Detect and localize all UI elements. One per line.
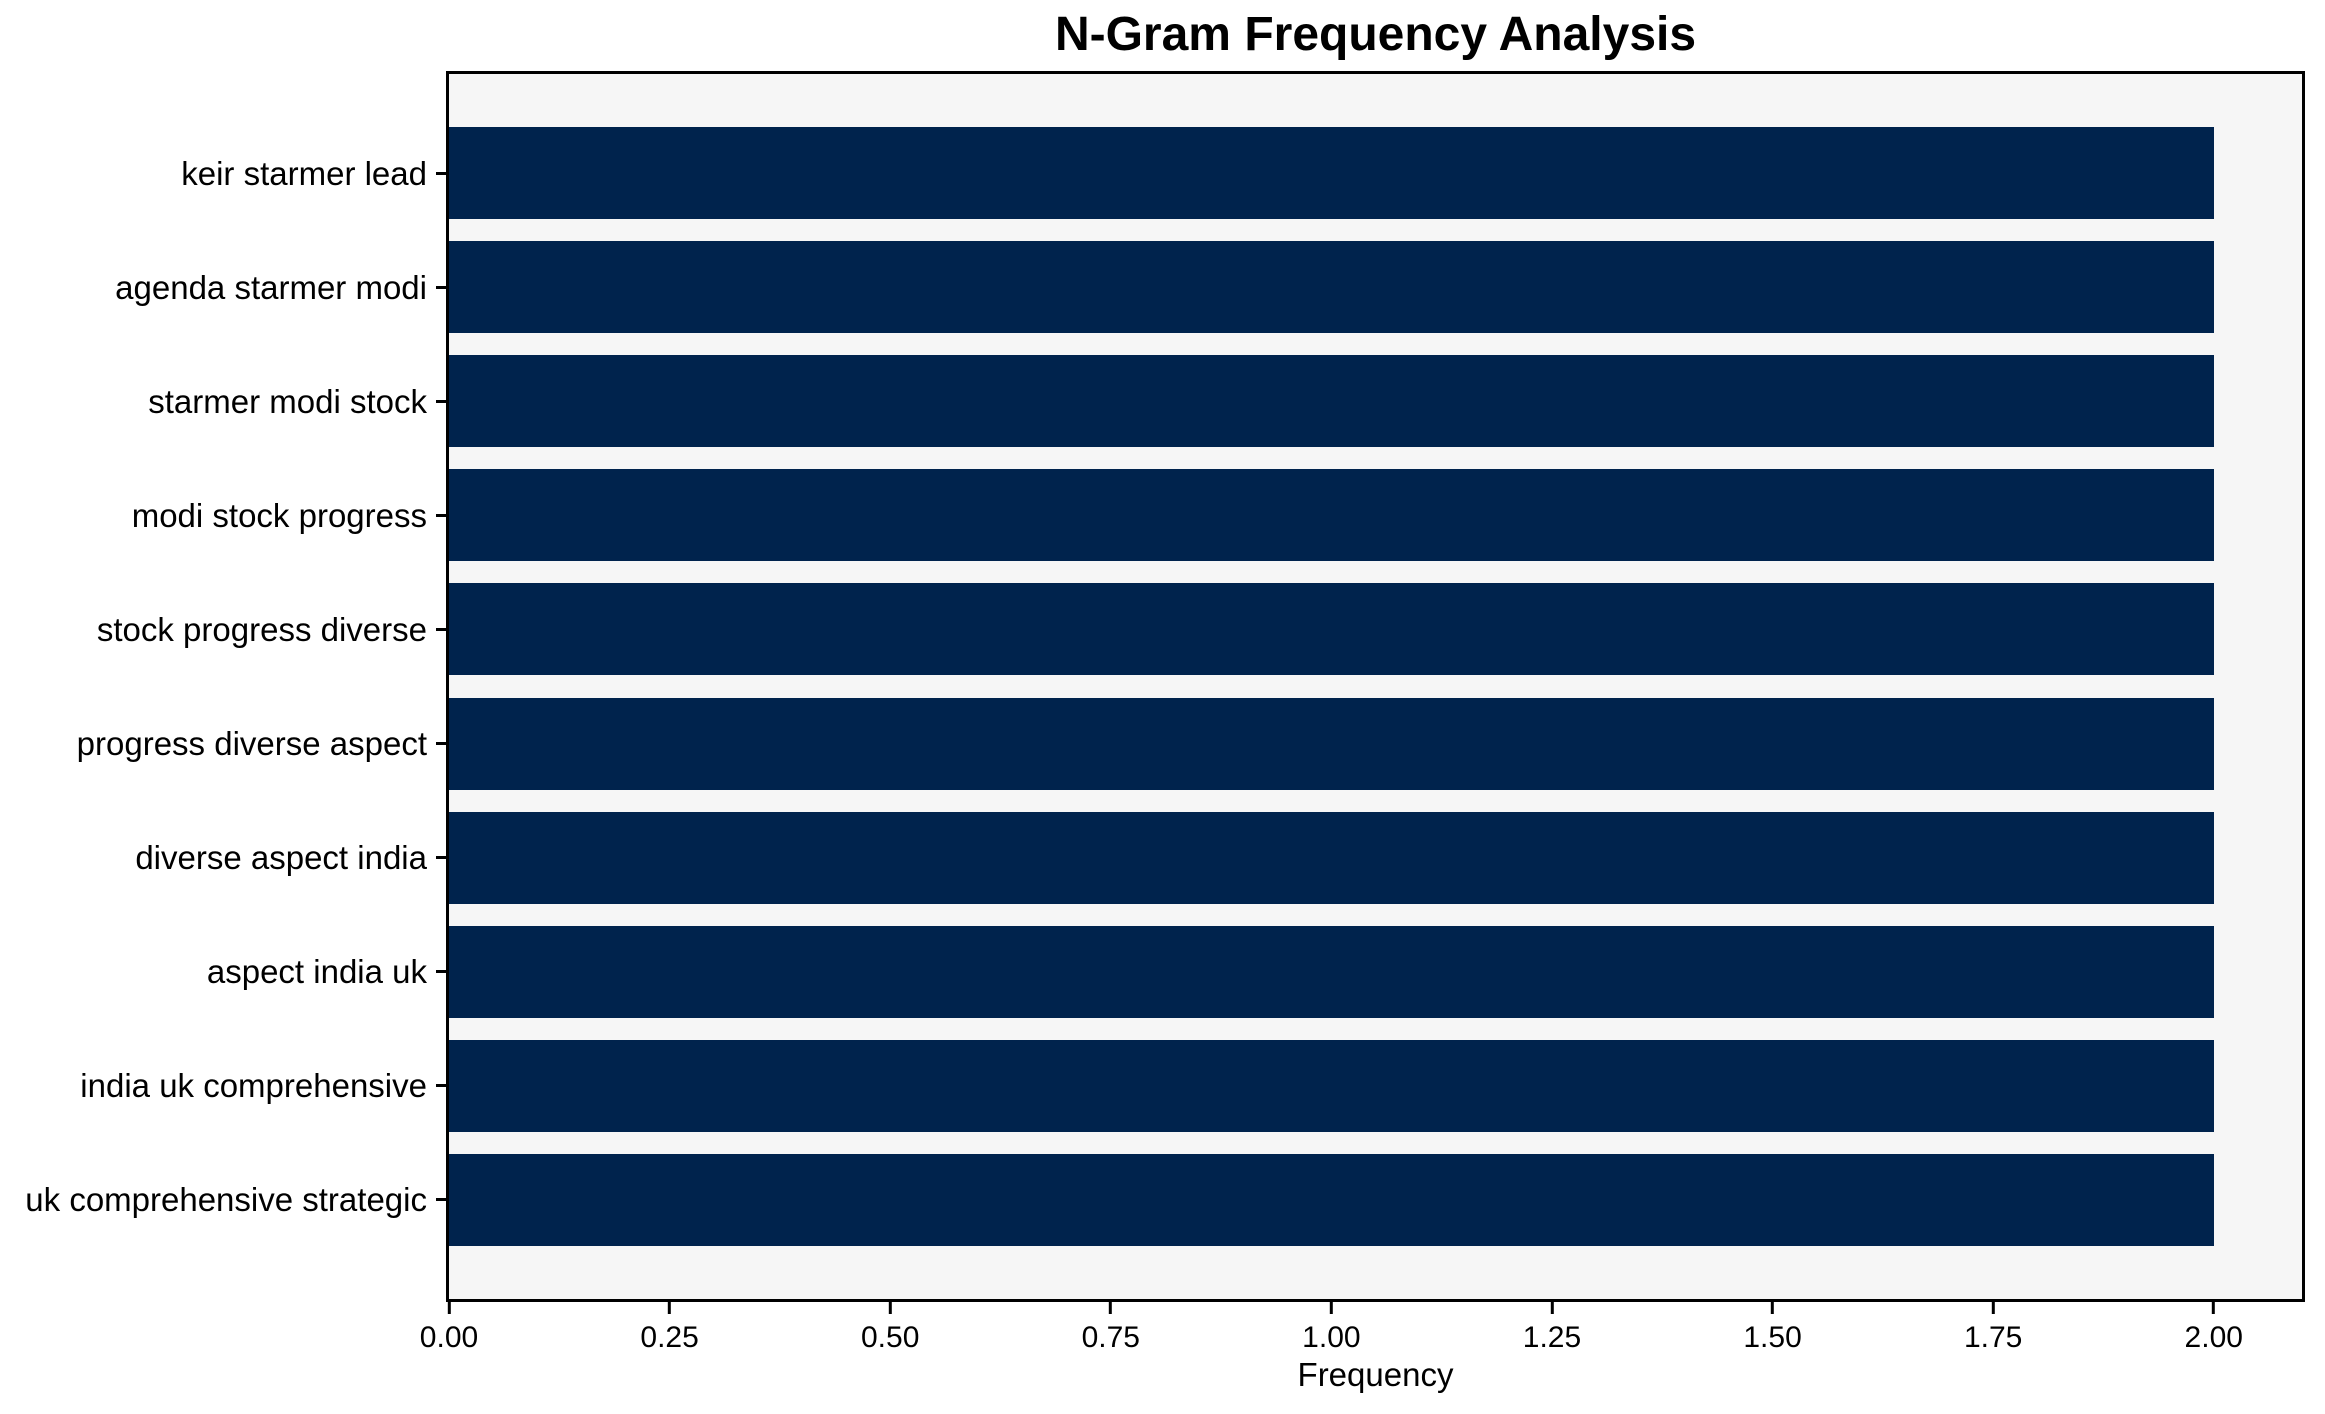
y-tick-mark: [436, 513, 446, 517]
x-tick-mark: [1329, 1302, 1333, 1314]
y-tick-mark: [436, 285, 446, 289]
y-tick: stock progress diverse: [0, 583, 446, 675]
x-tick-label: 1.50: [1743, 1321, 1802, 1354]
x-tick: 1.75: [1964, 1302, 2022, 1353]
x-tick: 1.25: [1523, 1302, 1581, 1353]
chart-title: N-Gram Frequency Analysis: [1054, 8, 1697, 61]
x-tick: 0.75: [1082, 1302, 1140, 1353]
x-tick-mark: [447, 1302, 451, 1314]
bar-row: [449, 241, 2302, 334]
bar: [449, 241, 2214, 334]
x-tick: 0.50: [861, 1302, 919, 1353]
bar-row: [449, 1039, 2302, 1132]
y-tick-label: progress diverse aspect: [76, 725, 427, 763]
y-tick-label: agenda starmer modi: [115, 268, 427, 306]
bar-row: [449, 127, 2302, 219]
x-tick-label: 1.00: [1302, 1321, 1361, 1354]
bar-row: [449, 925, 2302, 1018]
bar-row: [449, 1153, 2302, 1246]
bar: [449, 811, 2214, 904]
y-tick-label: stock progress diverse: [96, 610, 427, 648]
y-tick: keir starmer lead: [0, 127, 446, 219]
x-tick-label: 0.75: [1081, 1321, 1140, 1354]
bar: [449, 469, 2214, 562]
y-tick-mark: [436, 1198, 446, 1202]
x-tick: 0.25: [640, 1302, 699, 1354]
x-tick-label: 0.00: [419, 1321, 479, 1354]
x-tick-mark: [1991, 1302, 1995, 1314]
x-tick: 1.50: [1743, 1302, 1802, 1354]
x-tick-label: 2.00: [2184, 1321, 2243, 1354]
bar: [449, 355, 2214, 448]
bar: [449, 583, 2214, 676]
y-tick: uk comprehensive strategic: [0, 1154, 446, 1246]
y-axis: keir starmer lead agenda starmer modi star…: [0, 74, 446, 1299]
y-tick-mark: [436, 627, 446, 631]
bar-row: [449, 583, 2302, 676]
x-tick-mark: [668, 1302, 672, 1314]
y-tick-mark: [436, 856, 446, 860]
y-tick-label: uk comprehensive strategic: [25, 1181, 427, 1219]
y-tick-mark: [436, 399, 446, 403]
y-tick-mark: [436, 742, 446, 746]
x-tick: 2.00: [2185, 1302, 2243, 1353]
bar-row: [449, 469, 2302, 562]
y-tick: progress diverse aspect: [0, 698, 446, 790]
x-tick-mark: [1550, 1302, 1554, 1314]
y-tick-label: modi stock progress: [131, 496, 427, 534]
x-tick: 0.00: [420, 1302, 478, 1353]
bar: [449, 1039, 2214, 1132]
bar-row: [449, 811, 2302, 904]
bar: [449, 925, 2214, 1018]
x-tick: 1.00: [1302, 1302, 1361, 1354]
y-tick: india uk comprehensive: [0, 1040, 446, 1132]
y-tick: aspect india uk: [0, 926, 446, 1018]
x-tick-mark: [888, 1302, 892, 1314]
y-tick-mark: [436, 1084, 446, 1088]
bar: [449, 697, 2214, 790]
y-tick-mark: [436, 171, 446, 175]
y-tick-label: india uk comprehensive: [80, 1067, 427, 1105]
y-tick-label: keir starmer lead: [181, 154, 427, 192]
y-tick: diverse aspect india: [0, 812, 446, 904]
bar: [449, 127, 2214, 219]
bar-row: [449, 697, 2302, 790]
bars-container: [449, 74, 2302, 1299]
y-tick-label: diverse aspect india: [135, 839, 427, 877]
y-tick: starmer modi stock: [0, 355, 446, 447]
x-axis-label: Frequency: [1297, 1356, 1454, 1393]
y-tick: agenda starmer modi: [0, 241, 446, 333]
x-tick-label: 1.25: [1522, 1321, 1582, 1354]
bar-row: [449, 355, 2302, 448]
plot-area: [446, 71, 2305, 1302]
y-tick-label: starmer modi stock: [148, 382, 427, 420]
x-tick-label: 1.75: [1963, 1321, 2023, 1354]
x-tick-label: 0.25: [640, 1321, 699, 1354]
x-tick-mark: [1771, 1302, 1775, 1314]
bar: [449, 1153, 2214, 1246]
x-tick-label: 0.50: [860, 1321, 920, 1354]
x-axis: 0.00 0.25 0.50 0.75 1.00 1.25 1.50 1.75 2.00: [420, 1302, 2302, 1372]
x-tick-mark: [2212, 1302, 2216, 1314]
x-tick-mark: [1109, 1302, 1113, 1314]
y-tick-mark: [436, 970, 446, 974]
y-tick-label: aspect india uk: [206, 953, 427, 991]
y-tick: modi stock progress: [0, 469, 446, 561]
